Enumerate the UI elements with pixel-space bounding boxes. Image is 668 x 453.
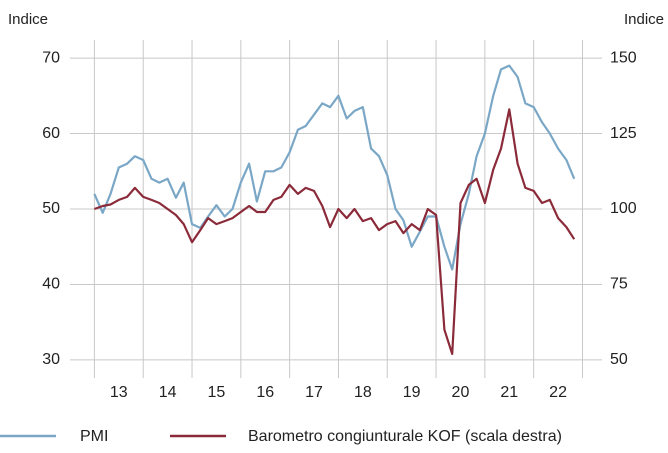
y-tick-label: 30 [42,351,60,368]
x-tick-label: 22 [549,384,567,401]
x-tick-label: 20 [452,384,470,401]
y2-tick-label: 75 [610,276,628,293]
x-tick-label: 18 [354,384,372,401]
y-tick-label: 70 [42,49,60,66]
legend-label: Barometro congiunturale KOF (scala destr… [248,428,562,445]
x-tick-label: 16 [256,384,274,401]
line-series [94,108,576,355]
legend-label: PMI [80,428,108,445]
y-axis-label: Indice [8,11,48,28]
y2-tick-label: 100 [610,200,637,217]
y2-tick-label: 150 [610,49,637,66]
y-tick-label: 50 [42,200,60,217]
x-tick-label: 19 [403,384,421,401]
x-tick-label: 21 [500,384,518,401]
x-tick-label: 15 [208,384,226,401]
line-series [93,64,576,271]
x-tick-label: 14 [159,384,177,401]
y2-tick-label: 125 [610,125,637,142]
x-tick-label: 13 [110,384,128,401]
x-tick-label: 17 [305,384,323,401]
y-tick-label: 40 [42,276,60,293]
y2-axis-label: Indice [624,11,664,28]
y2-tick-label: 50 [610,351,628,368]
y-tick-label: 60 [42,125,60,142]
